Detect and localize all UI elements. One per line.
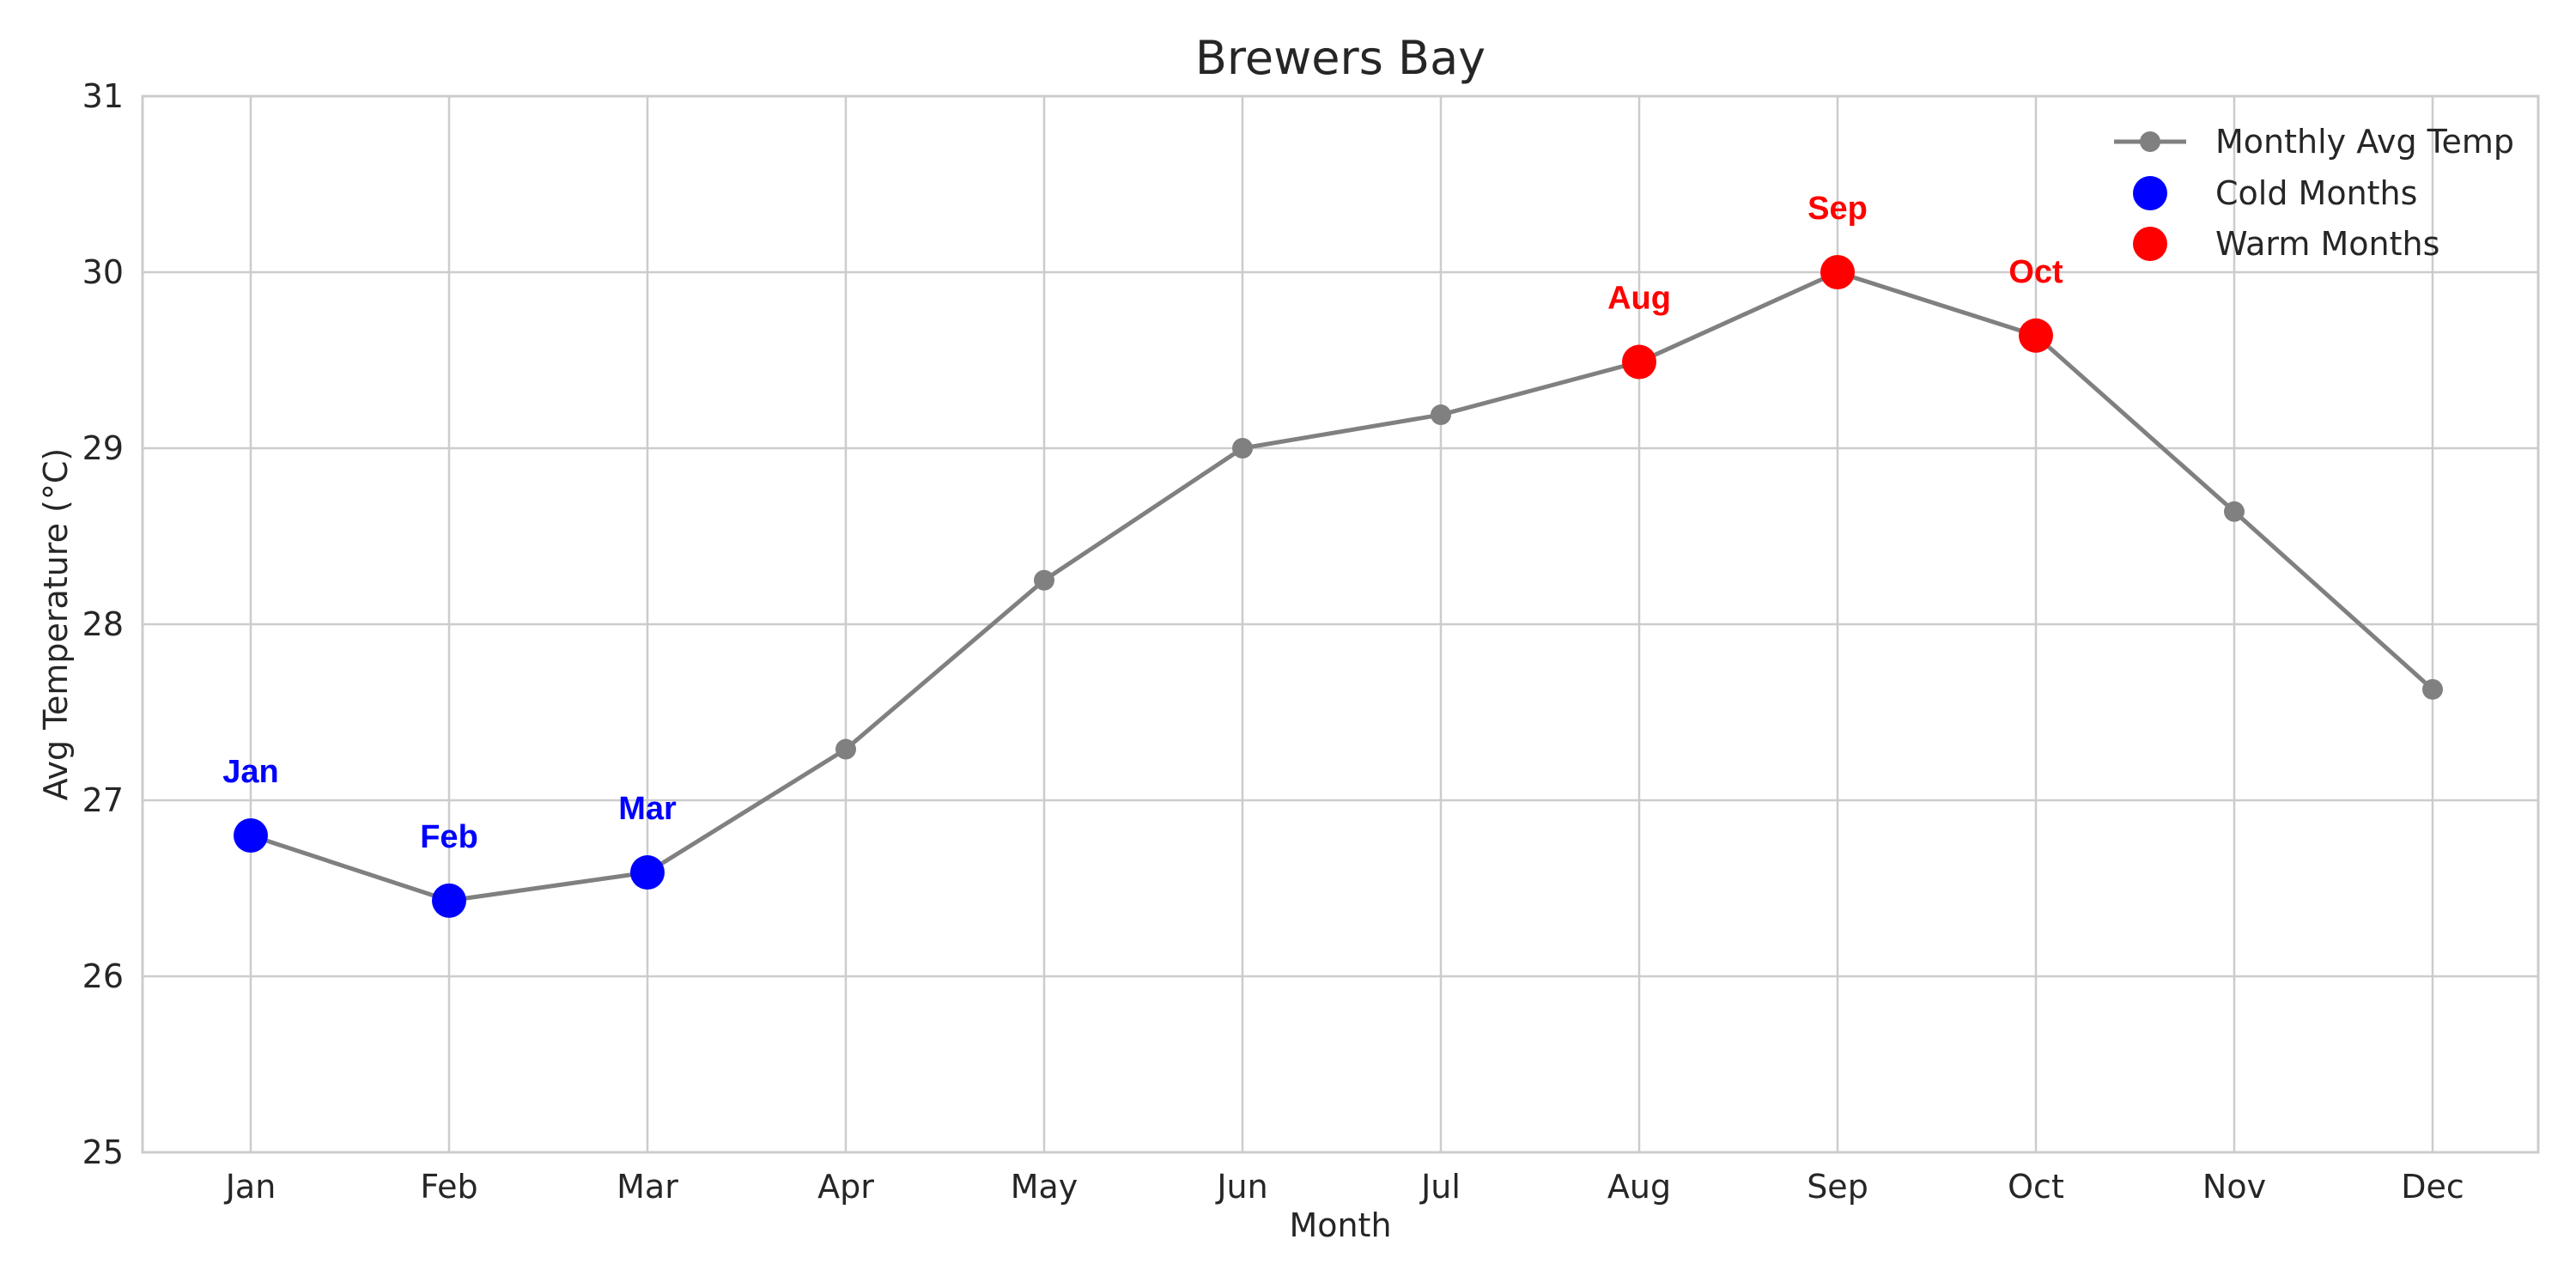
y-axis-ticks: 25 26 27 28 29 30 31 <box>82 77 124 1171</box>
warm-month-label: Aug <box>1607 281 1671 317</box>
x-axis-ticks: Jan Feb Mar Apr May Jun Jul Aug Sep Oct Nov Dec <box>224 1168 2464 1206</box>
x-tick-label: Mar <box>617 1168 678 1206</box>
cold-month-marker <box>234 818 268 853</box>
point-labels: Jan Feb Mar Aug Sep Oct <box>222 191 2063 855</box>
x-tick-label: Nov <box>2202 1168 2266 1206</box>
data-point <box>1034 569 1054 591</box>
legend-label-cold-months: Cold Months <box>2215 174 2417 212</box>
x-tick-label: Oct <box>2008 1168 2064 1206</box>
x-tick-label: Aug <box>1607 1168 1671 1206</box>
cold-month-label: Feb <box>420 819 478 855</box>
data-point <box>2224 501 2245 522</box>
data-point <box>1431 404 1451 426</box>
legend-label-monthly-avg-temp: Monthly Avg Temp <box>2215 123 2514 161</box>
warm-month-label: Sep <box>1807 191 1868 227</box>
y-tick-label: 26 <box>82 957 124 995</box>
cold-month-label: Jan <box>222 754 278 790</box>
x-axis-label: Month <box>1289 1206 1391 1244</box>
data-point <box>1232 438 1253 459</box>
y-tick-label: 31 <box>82 77 124 115</box>
plot-frame <box>141 94 2540 1154</box>
x-tick-label: Jun <box>1215 1168 1267 1206</box>
cold-month-marker <box>630 855 665 890</box>
cold-month-marker <box>432 883 466 918</box>
legend-item-warm-months: Warm Months <box>2133 225 2439 263</box>
x-tick-label: Sep <box>1807 1168 1868 1206</box>
y-axis-label: Avg Temperature (°C) <box>37 448 75 800</box>
warm-month-marker <box>1820 255 1855 289</box>
x-tick-label: May <box>1011 1168 1078 1206</box>
data-point <box>835 738 856 760</box>
y-tick-label: 25 <box>82 1133 124 1171</box>
x-tick-label: Jan <box>224 1168 276 1206</box>
x-tick-label: Dec <box>2401 1168 2464 1206</box>
x-tick-label: Jul <box>1419 1168 1461 1206</box>
legend-item-cold-months: Cold Months <box>2133 174 2417 212</box>
legend-item-monthly-avg-temp: Monthly Avg Temp <box>2114 123 2514 161</box>
chart-title: Brewers Bay <box>1195 31 1485 85</box>
legend-label-warm-months: Warm Months <box>2215 225 2439 263</box>
y-tick-label: 30 <box>82 253 124 291</box>
series-line-monthly-avg-temp <box>250 270 2434 903</box>
grid <box>143 94 2538 1154</box>
x-tick-label: Apr <box>817 1168 874 1206</box>
data-point <box>2422 678 2443 700</box>
y-tick-label: 28 <box>82 605 124 643</box>
warm-month-label: Oct <box>2008 254 2063 290</box>
x-tick-label: Feb <box>420 1168 477 1206</box>
warm-month-marker <box>2019 318 2053 353</box>
y-tick-label: 27 <box>82 781 124 819</box>
series-layer <box>234 255 2443 918</box>
warm-month-marker <box>1622 344 1656 380</box>
cold-month-label: Mar <box>618 791 677 827</box>
legend: Monthly Avg Temp Cold Months Warm Months <box>2114 123 2514 263</box>
y-tick-label: 29 <box>82 429 124 467</box>
